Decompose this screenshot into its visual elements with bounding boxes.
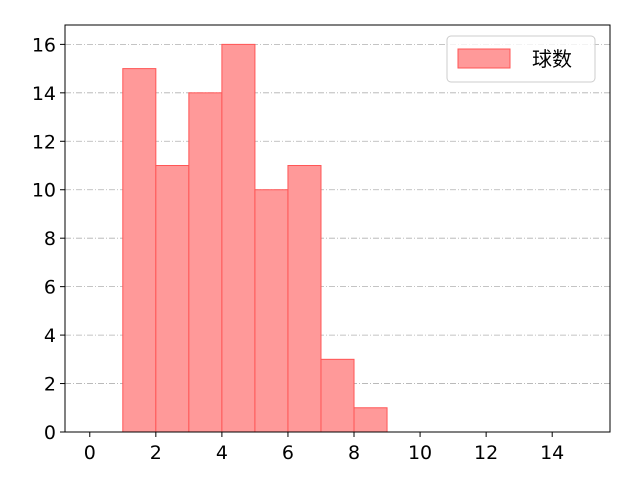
y-tick-label: 2 [44,374,56,396]
y-tick-label: 12 [32,131,56,153]
legend-box [446,35,596,83]
x-tick-label: 14 [540,442,564,464]
y-tick-label: 8 [44,228,56,250]
histogram-bar [221,43,256,433]
y-tick-label: 16 [32,34,56,56]
y-tick-label: 0 [44,422,56,444]
y-tick-label: 10 [32,180,56,202]
legend-label: 球数 [532,47,572,71]
y-axis: 0 2 4 6 8 10 12 14 16 [32,34,65,444]
histogram-bar [254,189,289,433]
x-tick-label: 10 [408,442,432,464]
histogram-bar [122,68,157,433]
x-tick-label: 0 [84,442,96,464]
histogram-bar [188,92,223,433]
plot-frame [64,24,611,433]
y-tick-label: 4 [44,325,56,347]
x-tick-label: 12 [474,442,498,464]
y-tick-label: 6 [44,277,56,299]
x-tick-label: 4 [216,442,228,464]
histogram-bar [353,407,388,433]
bars [122,43,388,433]
histogram-bar [287,165,322,433]
legend: 球数 [446,35,596,83]
x-tick-label: 2 [150,442,162,464]
y-tick-label: 14 [32,83,56,105]
histogram-bar [155,165,190,433]
histogram-bar [320,358,355,433]
x-tick-label: 6 [282,442,294,464]
x-axis: 0 2 4 6 8 10 12 14 [84,432,564,464]
legend-swatch [457,48,511,69]
x-tick-label: 8 [348,442,360,464]
